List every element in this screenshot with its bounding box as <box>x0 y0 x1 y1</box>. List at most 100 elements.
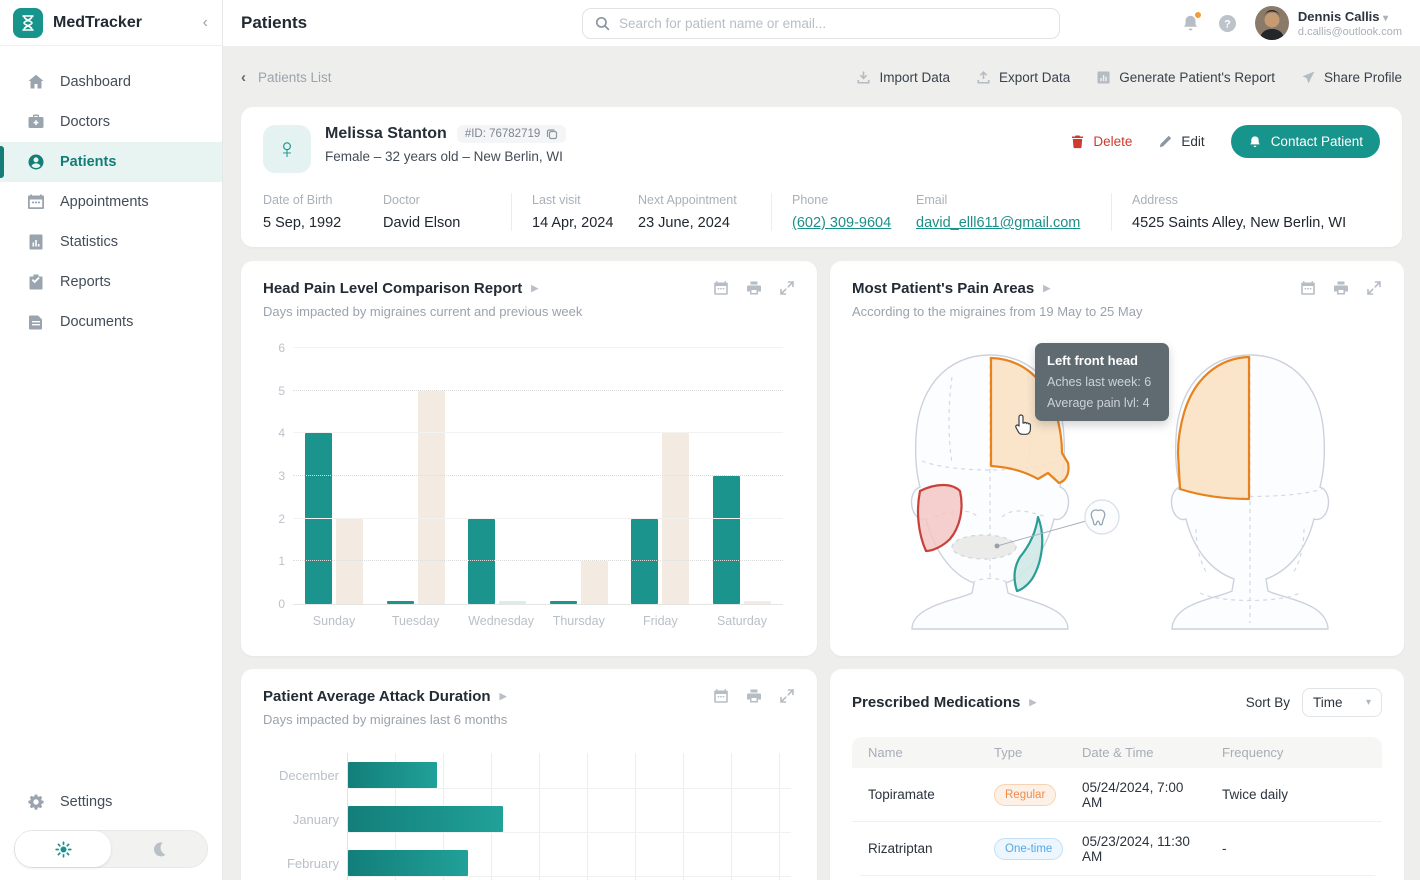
chart-gridline <box>293 475 783 476</box>
chevron-down-icon: ▾ <box>1365 697 1371 708</box>
bar-saturday[interactable] <box>743 601 771 604</box>
field-last-visit: Last visit 14 Apr, 2024 <box>511 193 638 231</box>
panel-title: Prescribed Medications <box>852 694 1021 711</box>
bar-group <box>468 349 527 604</box>
sidebar-item-settings[interactable]: Settings <box>0 782 222 822</box>
calendar-icon[interactable] <box>1300 280 1316 296</box>
x-axis-label: Wednesday <box>468 614 534 628</box>
trash-icon <box>1072 135 1084 149</box>
theme-toggle[interactable] <box>14 830 208 868</box>
moon-icon <box>154 842 166 857</box>
calendar-icon <box>28 194 44 209</box>
gender-female-icon: ♀ <box>263 125 311 173</box>
field-address: Address 4525 Saints Alley, New Berlin, WI <box>1111 193 1346 231</box>
print-icon[interactable] <box>1333 280 1349 296</box>
bar-wednesday[interactable] <box>499 601 527 604</box>
theme-light-option[interactable] <box>15 831 111 867</box>
attack-duration-bar-chart: December January February <box>263 753 791 880</box>
bar-saturday[interactable] <box>712 476 740 604</box>
sidebar-item-patients[interactable]: Patients <box>0 142 222 182</box>
documents-icon <box>29 315 42 330</box>
hbar-track <box>347 797 791 841</box>
export-data-button[interactable]: Export Data <box>976 70 1070 85</box>
email-link[interactable]: david_elll611@gmail.com <box>916 215 1081 231</box>
theme-dark-option[interactable] <box>111 831 207 867</box>
bar-february[interactable] <box>348 850 468 876</box>
bar-december[interactable] <box>348 762 437 788</box>
page-title: Patients <box>241 13 308 32</box>
breadcrumb: Patients List <box>258 69 332 85</box>
chart-y-tick: 3 <box>278 469 285 483</box>
bar-friday[interactable] <box>662 433 690 604</box>
patient-icon <box>28 154 44 170</box>
contact-patient-button[interactable]: Contact Patient <box>1230 125 1380 158</box>
calendar-icon[interactable] <box>713 280 729 296</box>
mouth-region[interactable] <box>951 534 1017 560</box>
user-menu[interactable]: Dennis Callis ▾ d.callis@outlook.com <box>1254 6 1402 40</box>
fullscreen-icon[interactable] <box>779 280 795 296</box>
top-bar: Patients ? Dennis Callis ▾ d.callis@ou <box>223 0 1420 46</box>
sidebar-item-appointments[interactable]: Appointments <box>0 182 222 222</box>
search-box[interactable] <box>582 8 1060 39</box>
bar-thursday[interactable] <box>580 561 608 604</box>
bar-group <box>712 349 771 604</box>
phone-link[interactable]: (602) 309-9604 <box>792 215 892 231</box>
expand-play-icon[interactable]: ▶ <box>1043 283 1051 293</box>
table-header-row: Name Type Date & Time Frequency <box>852 737 1382 768</box>
bar-tuesday[interactable] <box>386 601 414 604</box>
help-button[interactable]: ? <box>1218 14 1237 33</box>
sidebar-item-dashboard[interactable]: Dashboard <box>0 62 222 102</box>
share-profile-button[interactable]: Share Profile <box>1301 70 1402 85</box>
sidebar-item-reports[interactable]: Reports <box>0 262 222 302</box>
field-email: Email david_elll611@gmail.com <box>916 193 1111 231</box>
panel-title: Patient Average Attack Duration <box>263 688 491 705</box>
chart-gridline <box>293 347 783 348</box>
bar-january[interactable] <box>348 806 504 832</box>
pain-region-left-back-head[interactable] <box>1176 355 1251 501</box>
delete-patient-button[interactable]: Delete <box>1070 134 1132 149</box>
pain-region-right-cheek[interactable] <box>916 483 963 553</box>
import-data-button[interactable]: Import Data <box>856 70 950 85</box>
calendar-icon[interactable] <box>713 688 729 704</box>
sidebar-item-statistics[interactable]: Statistics <box>0 222 222 262</box>
chart-gridline <box>293 517 783 519</box>
bar-group <box>549 349 608 604</box>
chart-y-tick: 5 <box>278 383 285 398</box>
table-row[interactable]: Topiramate Regular 05/24/2024, 7:00 AM T… <box>852 768 1382 822</box>
bar-sunday[interactable] <box>305 433 332 604</box>
panel-subtitle: Days impacted by migraines last 6 months <box>263 712 508 727</box>
edit-patient-button[interactable]: Edit <box>1158 134 1205 149</box>
x-axis-label: Friday <box>643 614 678 628</box>
bar-tuesday[interactable] <box>417 390 445 604</box>
fullscreen-icon[interactable] <box>779 688 795 704</box>
question-icon: ? <box>1218 14 1236 32</box>
bar-thursday[interactable] <box>549 601 577 604</box>
back-to-patients-list[interactable]: ‹ Patients List <box>241 69 332 86</box>
sidebar-collapse-button[interactable]: ‹ <box>202 13 208 31</box>
sun-icon <box>54 840 72 858</box>
hbar-track <box>347 753 791 797</box>
sidebar-nav: Dashboard Doctors Patients Appointments … <box>0 62 222 342</box>
sort-by-dropdown[interactable]: Time ▾ <box>1302 688 1382 717</box>
sidebar-item-documents[interactable]: Documents <box>0 302 222 342</box>
fullscreen-icon[interactable] <box>1366 280 1382 296</box>
panel-subtitle: Days impacted by migraines current and p… <box>263 304 583 319</box>
print-icon[interactable] <box>746 688 762 704</box>
print-icon[interactable] <box>746 280 762 296</box>
expand-play-icon[interactable]: ▶ <box>531 283 539 293</box>
sidebar-item-doctors[interactable]: Doctors <box>0 102 222 142</box>
svg-text:?: ? <box>1224 18 1231 30</box>
x-axis-label: Sunday <box>312 614 356 628</box>
tooth-indicator[interactable] <box>1084 499 1120 535</box>
gear-icon <box>28 794 44 810</box>
patient-id-chip[interactable]: #ID: 76782719 <box>456 125 567 143</box>
notifications-button[interactable] <box>1181 10 1202 33</box>
chart-y-tick: 4 <box>278 426 285 441</box>
medtracker-logo-icon <box>13 7 43 38</box>
generate-report-button[interactable]: Generate Patient's Report <box>1096 70 1275 85</box>
expand-play-icon[interactable]: ▶ <box>1029 697 1037 707</box>
search-input[interactable] <box>619 16 1047 31</box>
expand-play-icon[interactable]: ▶ <box>499 691 507 701</box>
table-row[interactable]: Rizatriptan One-time 05/23/2024, 11:30 A… <box>852 822 1382 876</box>
